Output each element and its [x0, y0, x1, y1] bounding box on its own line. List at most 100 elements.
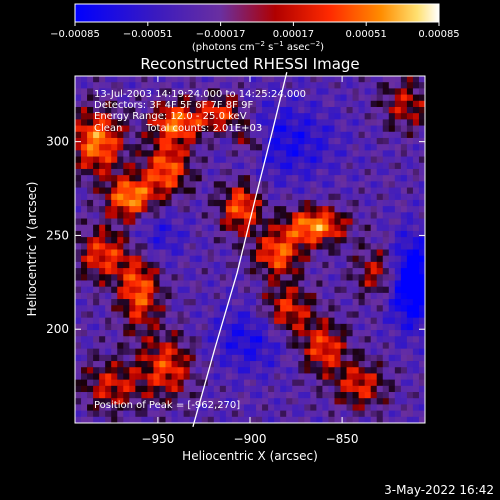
heatmap-cell — [225, 379, 233, 387]
heatmap-cell — [256, 76, 263, 83]
heatmap-cell — [400, 392, 408, 399]
heatmap-cell — [243, 410, 251, 418]
heatmap-cell — [346, 94, 353, 102]
heatmap-cell — [243, 398, 251, 405]
heatmap-cell — [207, 385, 215, 393]
heatmap-cell — [171, 218, 178, 226]
heatmap-cell — [274, 330, 281, 337]
heatmap-cell — [117, 150, 124, 157]
heatmap-cell — [177, 113, 185, 120]
heatmap-cell — [406, 379, 414, 387]
heatmap-cell — [123, 404, 130, 412]
heatmap-cell — [262, 323, 269, 331]
heatmap-cell — [105, 268, 112, 275]
heatmap-cell — [195, 125, 203, 133]
heatmap-cell — [298, 330, 305, 337]
heatmap-cell — [268, 286, 275, 294]
heatmap-cell — [316, 94, 323, 102]
heatmap-cell — [117, 76, 124, 83]
heatmap-cell — [87, 274, 94, 281]
heatmap-cell — [201, 299, 209, 306]
heatmap-cell — [274, 199, 281, 207]
heatmap-cell — [123, 342, 130, 350]
heatmap-cell — [141, 330, 148, 337]
heatmap-cell — [99, 199, 106, 207]
heatmap-cell — [268, 373, 275, 381]
heatmap-cell — [268, 274, 275, 281]
heatmap-cell — [147, 94, 154, 102]
heatmap-cell — [316, 212, 323, 219]
heatmap-cell — [364, 137, 372, 145]
heatmap-cell — [412, 137, 420, 145]
heatmap-cell — [153, 268, 160, 275]
heatmap-cell — [262, 199, 269, 207]
heatmap-cell — [201, 354, 209, 362]
heatmap-cell — [177, 100, 185, 108]
heatmap-cell — [117, 404, 124, 412]
heatmap-cell — [406, 230, 414, 238]
heatmap-cell — [213, 311, 221, 319]
heatmap-cell — [105, 106, 112, 114]
heatmap-cell — [147, 76, 154, 83]
heatmap-cell — [147, 113, 154, 120]
heatmap-cell — [99, 398, 106, 405]
heatmap-cell — [201, 193, 209, 201]
heatmap-cell — [370, 249, 378, 257]
heatmap-cell — [177, 330, 185, 337]
heatmap-cell — [250, 392, 257, 399]
heatmap-cell — [105, 292, 112, 300]
heatmap-cell — [153, 150, 160, 157]
heatmap-cell — [93, 398, 100, 405]
heatmap-cell — [376, 125, 384, 133]
heatmap-cell — [406, 249, 414, 257]
heatmap-cell — [286, 348, 293, 356]
heatmap-cell — [153, 379, 160, 387]
heatmap-cell — [111, 100, 118, 108]
heatmap-cell — [274, 354, 281, 362]
heatmap-cell — [183, 175, 191, 182]
heatmap-cell — [268, 100, 275, 108]
heatmap-cell — [105, 255, 112, 263]
heatmap-cell — [358, 354, 366, 362]
heatmap-cell — [75, 162, 82, 170]
heatmap-cell — [99, 292, 106, 300]
heatmap-cell — [87, 144, 94, 151]
heatmap-cell — [99, 410, 106, 418]
heatmap-cell — [129, 243, 136, 250]
heatmap-cell — [388, 416, 396, 424]
heatmap-cell — [274, 162, 281, 170]
heatmap-cell — [346, 249, 353, 257]
heatmap-cell — [231, 249, 239, 257]
heatmap-cell — [87, 193, 94, 201]
heatmap-cell — [183, 311, 191, 319]
heatmap-cell — [141, 119, 148, 126]
heatmap-cell — [81, 249, 88, 257]
heatmap-cell — [388, 385, 396, 393]
heatmap-cell — [105, 280, 112, 288]
heatmap-cell — [153, 392, 160, 399]
heatmap-cell — [310, 398, 317, 405]
heatmap-cell — [286, 230, 293, 238]
heatmap-cell — [412, 416, 420, 424]
heatmap-cell — [75, 144, 82, 151]
heatmap-cell — [129, 181, 136, 188]
heatmap-cell — [250, 237, 257, 244]
heatmap-cell — [388, 348, 396, 356]
heatmap-cell — [165, 299, 172, 306]
heatmap-cell — [334, 385, 341, 393]
heatmap-cell — [376, 342, 384, 350]
heatmap-cell — [183, 292, 191, 300]
heatmap-cell — [322, 268, 329, 275]
heatmap-cell — [310, 100, 317, 108]
heatmap-cell — [250, 113, 257, 120]
heatmap-cell — [268, 392, 275, 399]
heatmap-cell — [328, 398, 335, 405]
heatmap-cell — [262, 373, 269, 381]
heatmap-cell — [87, 249, 94, 257]
heatmap-cell — [111, 292, 118, 300]
heatmap-cell — [141, 311, 148, 319]
heatmap-cell — [243, 249, 251, 257]
heatmap-cell — [213, 76, 221, 83]
heatmap-cell — [99, 274, 106, 281]
heatmap-cell — [412, 392, 420, 399]
